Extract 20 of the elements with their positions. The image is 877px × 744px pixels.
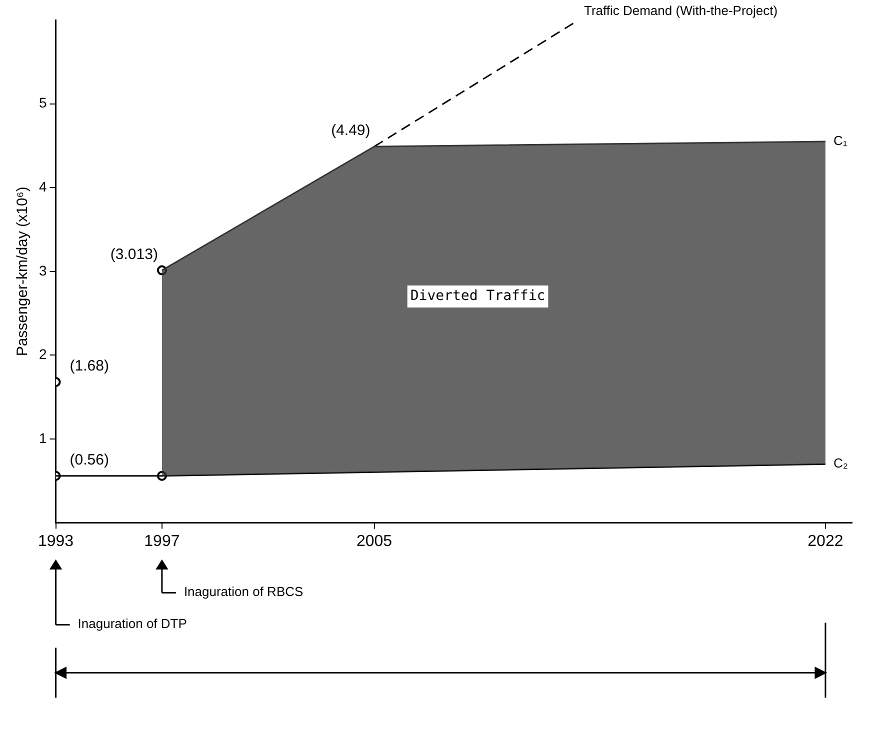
y-tick-label: 1 (38, 430, 47, 446)
text: Inaguration of RBCS (184, 584, 304, 599)
y-tick-label: 4 (38, 178, 47, 194)
y-tick-label: 3 (38, 262, 47, 278)
series-label: C₂ (833, 456, 848, 471)
y-axis-title: Passenger-km/day (x10⁶) (14, 186, 32, 356)
x-tick-label: 2005 (356, 532, 392, 550)
series-label: C₁ (833, 133, 848, 148)
data-label: (4.49) (331, 122, 370, 140)
x-tick-label: 1997 (144, 532, 180, 550)
text: Inaguration of DTP (78, 616, 187, 631)
data-label: (1.68) (70, 358, 109, 375)
x-tick-label: 2022 (808, 532, 844, 550)
y-tick-label: 5 (38, 94, 47, 111)
data-label: (3.013) (110, 246, 158, 263)
y-tick-label: 2 (38, 346, 47, 362)
series-label: Traffic Demand (With-the-Project) (584, 2, 778, 18)
data-label: (0.56) (70, 452, 109, 469)
x-tick-label: 1993 (38, 532, 74, 550)
annotation: Diverted Traffic (410, 288, 546, 304)
